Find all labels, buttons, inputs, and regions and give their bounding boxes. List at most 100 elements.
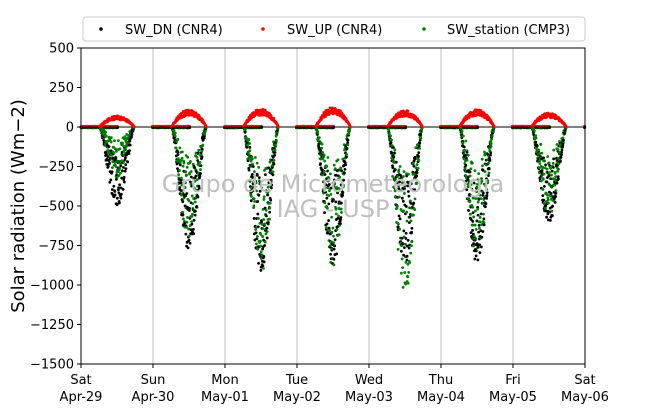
point-sw-dn <box>392 146 395 149</box>
point-sw-dn <box>122 175 126 179</box>
point-sw-station <box>320 146 323 150</box>
point-sw-dn <box>243 130 247 134</box>
point-sw-station <box>248 149 252 153</box>
grid-lines <box>152 48 514 364</box>
point-sw-dn <box>108 162 111 165</box>
point-sw-station <box>461 141 465 145</box>
point-sw-dn <box>471 219 475 223</box>
point-sw-up <box>276 125 280 129</box>
point-sw-station <box>396 248 400 251</box>
point-sw-station <box>113 139 116 143</box>
point-sw-station <box>407 271 411 274</box>
point-sw-dn <box>392 155 396 159</box>
point-sw-station <box>408 261 412 264</box>
point-sw-dn <box>256 225 260 229</box>
point-sw-up <box>272 117 276 121</box>
point-sw-station <box>195 156 199 159</box>
point-sw-dn <box>106 165 110 168</box>
point-sw-dn <box>268 210 272 214</box>
point-sw-dn <box>190 222 194 226</box>
point-sw-dn <box>410 230 414 234</box>
point-sw-station <box>398 227 402 231</box>
point-sw-station <box>110 166 114 170</box>
point-sw-dn <box>394 160 398 164</box>
point-sw-dn <box>248 145 252 149</box>
point-sw-station <box>473 223 477 227</box>
point-sw-station <box>322 153 326 157</box>
point-sw-station <box>186 216 189 219</box>
point-sw-dn <box>406 238 410 242</box>
point-sw-station <box>268 217 271 221</box>
point-sw-dn <box>402 246 406 250</box>
point-sw-station <box>461 134 465 138</box>
point-sw-dn <box>329 252 332 256</box>
point-sw-station <box>339 166 343 170</box>
point-sw-dn <box>192 218 196 222</box>
point-sw-dn <box>200 155 204 159</box>
point-sw-dn <box>390 151 394 155</box>
point-sw-station <box>324 226 328 230</box>
point-sw-dn <box>335 252 339 256</box>
point-sw-dn <box>267 221 270 224</box>
point-sw-station <box>263 222 267 226</box>
point-sw-dn <box>115 203 119 207</box>
point-sw-dn <box>109 178 113 182</box>
point-sw-station <box>468 212 472 216</box>
point-sw-station <box>118 147 122 151</box>
point-sw-up <box>204 125 208 129</box>
point-sw-up <box>132 125 136 129</box>
point-sw-dn <box>473 257 477 261</box>
point-sw-station <box>182 161 186 165</box>
point-sw-station <box>250 157 254 161</box>
point-sw-station <box>254 226 258 230</box>
point-sw-station <box>410 244 413 248</box>
point-sw-dn <box>332 126 335 129</box>
point-sw-station <box>259 250 263 254</box>
point-sw-dn <box>130 132 134 136</box>
point-sw-dn <box>265 226 269 230</box>
point-sw-dn <box>393 151 396 155</box>
point-sw-station <box>406 281 410 285</box>
point-sw-dn <box>114 156 118 160</box>
point-sw-station <box>331 226 335 230</box>
point-sw-station <box>248 141 251 145</box>
point-sw-dn <box>332 257 336 261</box>
point-sw-station <box>337 233 341 237</box>
point-sw-station <box>393 148 397 152</box>
point-sw-dn <box>194 209 197 213</box>
point-sw-dn <box>200 147 204 151</box>
point-sw-station <box>320 142 324 146</box>
point-sw-dn <box>195 205 199 209</box>
point-sw-dn <box>398 217 402 221</box>
point-sw-dn <box>116 126 119 130</box>
point-sw-dn <box>262 255 266 258</box>
point-sw-dn <box>115 196 119 200</box>
point-sw-station <box>396 222 400 226</box>
point-sw-dn <box>404 126 407 130</box>
point-sw-station <box>323 159 327 163</box>
point-sw-station <box>321 151 324 154</box>
point-sw-dn <box>410 226 414 230</box>
point-sw-station <box>256 234 259 238</box>
point-sw-dn <box>345 155 348 159</box>
point-sw-dn <box>332 247 336 251</box>
point-sw-dn <box>257 261 260 265</box>
point-sw-station <box>332 163 336 167</box>
point-sw-station <box>189 159 192 163</box>
point-sw-dn <box>196 151 200 155</box>
point-sw-station <box>255 161 259 165</box>
point-sw-station <box>400 257 404 261</box>
point-sw-dn <box>188 206 192 210</box>
point-sw-up <box>420 125 424 129</box>
point-sw-dn <box>188 126 191 130</box>
point-sw-dn <box>417 151 421 155</box>
point-sw-dn <box>272 162 276 166</box>
point-sw-station <box>401 285 405 289</box>
point-sw-dn <box>418 141 422 145</box>
point-sw-station <box>330 230 334 234</box>
point-sw-station <box>264 232 268 236</box>
point-sw-dn <box>249 199 253 203</box>
point-sw-station <box>252 204 256 208</box>
